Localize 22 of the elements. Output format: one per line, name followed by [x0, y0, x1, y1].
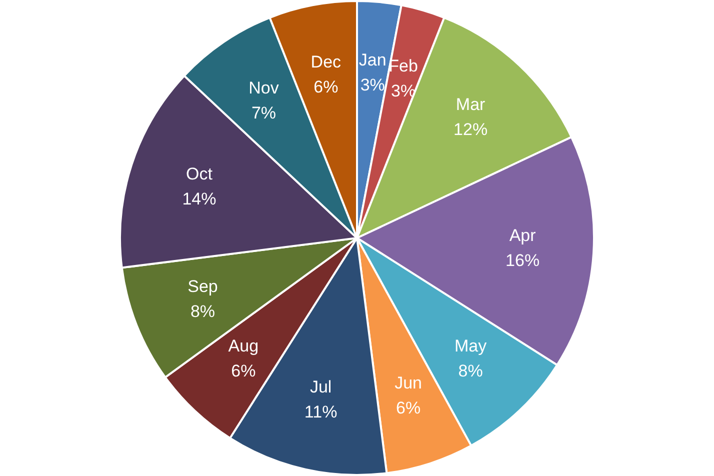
data-label: 8% — [190, 302, 216, 321]
slice-label: May — [454, 336, 488, 356]
data-label: 3% — [360, 76, 385, 95]
data-label: 14% — [182, 189, 216, 208]
slice-label: Jun — [394, 373, 422, 392]
data-label: 16% — [506, 251, 540, 270]
slice-label: Oct — [186, 164, 213, 184]
data-label: 7% — [251, 103, 276, 122]
slice-label: Apr — [509, 226, 536, 246]
data-label: 12% — [454, 120, 488, 139]
data-label: 6% — [396, 398, 421, 418]
data-label: 6% — [231, 362, 256, 381]
slice-label: Aug — [228, 336, 259, 356]
data-label: 6% — [314, 78, 338, 97]
slice-label: Sep — [188, 276, 218, 296]
data-label: 11% — [304, 402, 338, 422]
data-label: 8% — [458, 362, 483, 381]
slice-label: Nov — [248, 78, 280, 98]
slice-label: Mar — [456, 94, 486, 114]
slice-label: Jan — [358, 50, 386, 70]
slice-label: Dec — [310, 52, 342, 72]
slice-label: Jul — [310, 378, 332, 397]
